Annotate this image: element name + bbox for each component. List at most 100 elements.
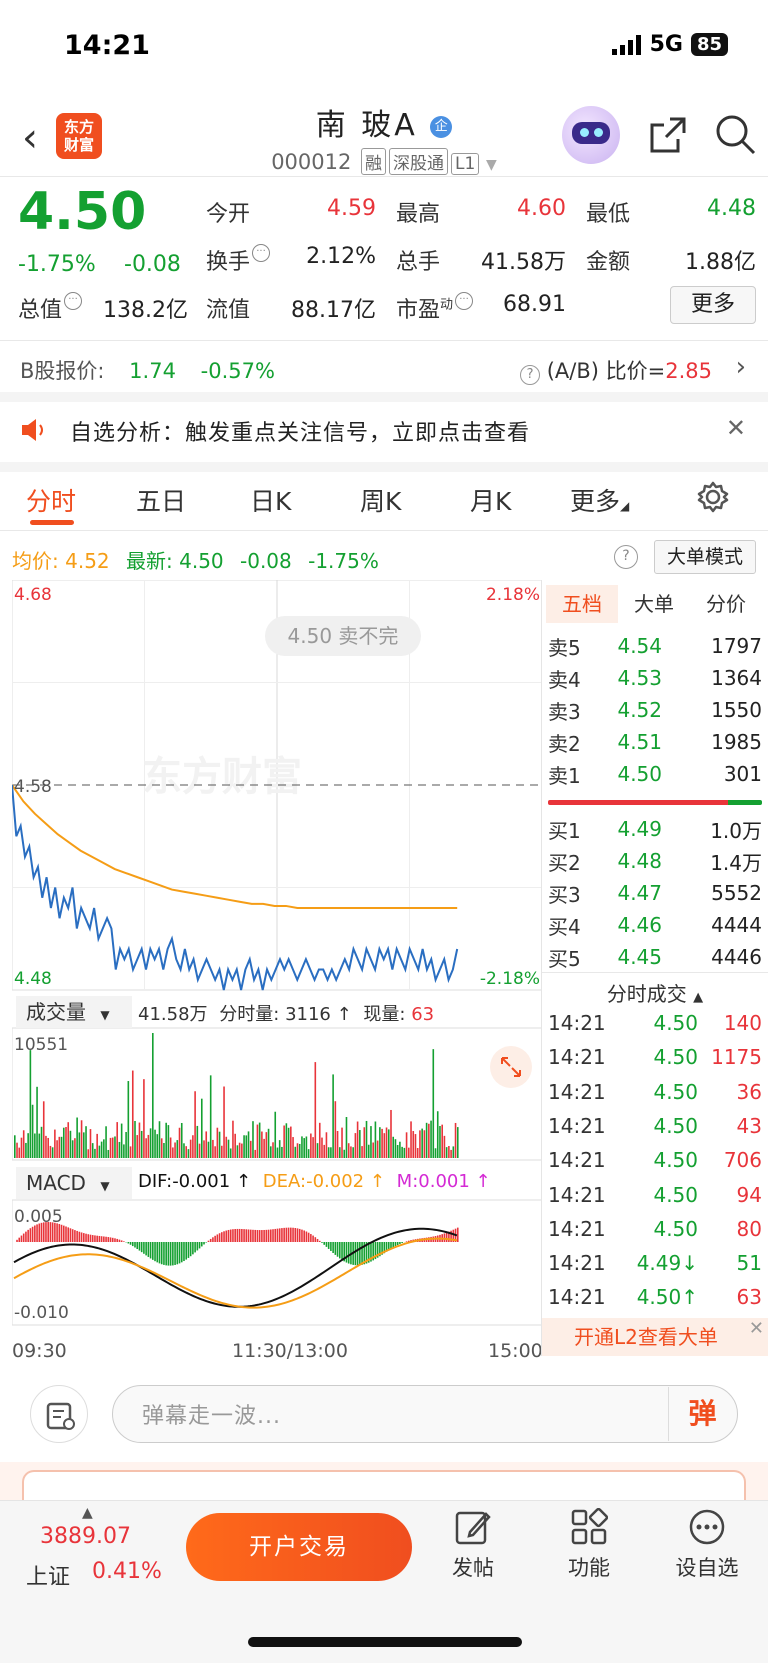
level-price: 4.49 [617,817,662,841]
volume-bar [34,1133,36,1158]
macd-bar [62,1225,65,1242]
macd-bar [294,1227,297,1242]
bid-row-2[interactable]: 买2 4.48 1.4万 [548,845,762,877]
macd-bar [405,1241,408,1242]
level-label: 买3 [548,882,581,907]
volume-bar [83,1132,85,1158]
ab-ratio[interactable]: ? (A/B) 比价=2.85 [520,355,712,385]
info-icon[interactable]: ··· [455,292,474,310]
big-order-mode-button[interactable]: 大单模式 [654,540,756,574]
nav-post[interactable]: 发帖 [428,1508,518,1582]
volume-bar [123,1144,125,1158]
ask-row-1[interactable]: 卖5 4.54 1797 [548,630,762,662]
tab-more[interactable]: 更多◢ [570,482,629,518]
ask-row-4[interactable]: 卖2 4.51 1985 [548,726,762,758]
volume-bar [367,1144,370,1158]
macd-bar [385,1242,388,1252]
volume-bar [163,1143,165,1158]
volume-indicator-select[interactable]: 成交量 ▼ [16,996,132,1028]
ask-row-3[interactable]: 卖3 4.52 1550 [548,694,762,726]
bid-row-5[interactable]: 买5 4.45 4446 [548,941,762,973]
back-icon[interactable]: ‹ [22,115,38,161]
macd-bar [94,1235,96,1242]
ask-row-5[interactable]: 卖1 4.50 301 [548,758,762,790]
tab-weekly-k[interactable]: 周K [360,487,402,516]
bid-ask-ratio-bar [548,800,762,805]
volume-bar [20,1137,23,1158]
tab-price-dist[interactable]: 分价 [706,592,746,616]
volume-bar [109,1137,112,1158]
bshare-row[interactable]: B股报价: 1.74 -0.57% [20,355,275,385]
tick-row: 14:21 4.49↓ 51 [548,1246,762,1280]
assistant-robot-icon[interactable] [562,106,620,164]
index-value[interactable]: 3889.07 [40,1524,131,1549]
macd-bar [74,1230,76,1242]
volume-bar [383,1133,386,1158]
volume-bar [45,1135,47,1158]
ask-row-2[interactable]: 卖4 4.53 1364 [548,662,762,694]
index-name[interactable]: 上证 [26,1565,71,1590]
volume-bar [450,1149,452,1158]
close-icon[interactable]: ✕ [748,1318,764,1339]
tab-monthly-k[interactable]: 月K [470,487,512,516]
nav-functions[interactable]: 功能 [544,1508,634,1582]
search-icon[interactable] [714,113,756,155]
bid-row-3[interactable]: 买3 4.47 5552 [548,877,762,909]
volume-bar [216,1127,219,1158]
volume-bar [327,1147,330,1158]
macd-bar [60,1224,63,1242]
macd-bar [396,1242,399,1246]
volume-bar [62,1127,65,1158]
index-change[interactable]: 0.41% [92,1559,162,1584]
tab-five-levels[interactable]: 五档 [546,585,618,623]
volume-bar [120,1123,123,1158]
caret-down-icon[interactable]: ▼ [486,157,497,173]
macd-bar [31,1226,34,1242]
danmu-input[interactable] [112,1385,738,1443]
tab-daily-k[interactable]: 日K [250,487,292,516]
macd-bar [316,1238,319,1242]
close-icon[interactable]: ✕ [725,414,746,442]
dea-line [13,1237,458,1309]
info-icon[interactable]: ··· [64,292,83,310]
nav-add-watchlist[interactable]: 设自选 [662,1508,752,1582]
macd-bar [305,1231,308,1242]
macd-bar [200,1242,203,1247]
intraday-chart[interactable]: 东方财富 4.50 卖不完 4.68 4.58 4.48 2.18% -2.18… [12,580,542,1360]
ob-divider [542,972,768,973]
help-icon[interactable]: ? [614,545,638,569]
volume-bar [178,1127,181,1158]
volume-bar [370,1126,372,1158]
notice-text[interactable]: 自选分析：触发重点关注信号，立即点击查看 [70,421,531,446]
tick-row: 14:21 4.50 43 [548,1109,762,1143]
expand-up-icon[interactable]: ▲ [82,1505,93,1521]
macd-bar [96,1235,98,1242]
gear-icon[interactable] [696,480,730,514]
macd-indicator-select[interactable]: MACD ▼ [16,1167,132,1199]
open-account-button[interactable]: 开户交易 [186,1513,412,1581]
chevron-right-icon[interactable]: › [735,352,746,382]
danmu-send-button[interactable]: 弹 [668,1387,736,1441]
volume-bar [91,1143,94,1158]
help-icon[interactable]: ? [520,365,541,385]
notes-icon[interactable] [30,1385,88,1443]
level-volume: 1.4万 [710,850,762,875]
bid-row-4[interactable]: 买4 4.46 4444 [548,909,762,941]
tab-five-day[interactable]: 五日 [136,487,187,516]
macd-bar [180,1242,183,1263]
bid-row-1[interactable]: 买1 4.49 1.0万 [548,813,762,845]
open-l2-banner[interactable]: 开通L2查看大单 [542,1318,768,1356]
expand-icon[interactable] [490,1046,532,1088]
macd-dea: DEA:-0.002 [262,1171,365,1192]
ticks-title[interactable]: 分时成交 ▲ [548,978,762,1007]
vol-sel-label: 成交量 [26,1000,86,1024]
info-icon[interactable]: ··· [252,244,271,262]
tick-row: 14:21 4.50 36 [548,1075,762,1109]
tab-intraday[interactable]: 分时 [26,487,77,516]
volume-bar [189,1139,192,1158]
share-icon[interactable] [648,115,688,155]
volume-bar [196,1125,199,1158]
tick-price: 4.50 [653,1045,698,1070]
tab-big-orders[interactable]: 大单 [634,592,674,616]
more-button[interactable]: 更多 [670,286,756,324]
